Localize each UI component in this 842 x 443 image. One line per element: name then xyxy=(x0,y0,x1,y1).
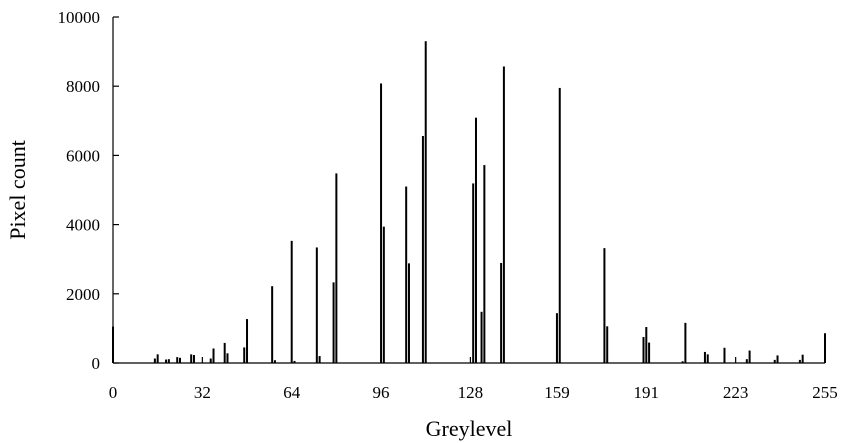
bar-greylevel-41 xyxy=(226,353,229,363)
y-ticks: 0 2000 4000 6000 8000 10000 xyxy=(58,8,119,373)
axes xyxy=(112,17,825,364)
bar-greylevel-111 xyxy=(421,136,424,363)
bar-greylevel-212 xyxy=(703,351,706,363)
bar-greylevel-15 xyxy=(153,358,156,363)
bar-greylevel-132 xyxy=(480,311,483,363)
y-tick-label-2000: 2000 xyxy=(66,285,100,304)
bar-greylevel-255 xyxy=(824,333,826,363)
y-tick-label-6000: 6000 xyxy=(66,146,100,165)
y-tick-label-4000: 4000 xyxy=(66,216,100,235)
bar-greylevel-23 xyxy=(176,357,179,363)
bar-greylevel-177 xyxy=(606,326,609,363)
bar-greylevel-159 xyxy=(555,313,558,363)
bar-greylevel-238 xyxy=(776,355,779,363)
x-tick-label-64: 64 xyxy=(283,383,301,402)
y-tick-label-10000: 10000 xyxy=(58,8,101,27)
bar-greylevel-204 xyxy=(681,361,684,363)
bar-greylevel-205 xyxy=(684,322,687,363)
x-tick-label-191: 191 xyxy=(634,383,660,402)
bar-greylevel-35 xyxy=(209,358,212,363)
bar-greylevel-20 xyxy=(167,359,170,363)
bar-greylevel-237 xyxy=(773,359,776,363)
bar-greylevel-228 xyxy=(748,350,751,363)
y-tick-label-8000: 8000 xyxy=(66,77,100,96)
bar-greylevel-79 xyxy=(332,282,335,363)
bar-greylevel-40 xyxy=(223,342,226,363)
bar-greylevel-105 xyxy=(405,186,408,363)
x-tick-label-159: 159 xyxy=(544,383,570,402)
x-tick-label-223: 223 xyxy=(723,383,749,402)
bar-greylevel-73 xyxy=(315,247,318,363)
bar-greylevel-247 xyxy=(801,354,804,363)
bar-greylevel-139 xyxy=(500,263,503,363)
x-tick-label-128: 128 xyxy=(458,383,484,402)
bar-greylevel-58 xyxy=(273,360,276,363)
x-tick-label-96: 96 xyxy=(373,383,390,402)
bar-greylevel-227 xyxy=(745,359,748,363)
x-tick-label-32: 32 xyxy=(194,383,211,402)
bar-greylevel-64 xyxy=(290,240,293,363)
bar-series xyxy=(112,41,826,364)
bar-greylevel-65 xyxy=(293,360,296,363)
bar-greylevel-246 xyxy=(798,359,801,363)
bar-greylevel-57 xyxy=(271,286,274,363)
bar-greylevel-24 xyxy=(179,357,182,363)
bar-greylevel-74 xyxy=(318,356,321,363)
bar-greylevel-190 xyxy=(642,337,645,363)
x-ticks: 0 32 64 96 128 159 191 223 255 xyxy=(109,357,838,402)
bar-greylevel-96 xyxy=(380,83,383,364)
bar-greylevel-160 xyxy=(558,87,561,364)
bar-greylevel-16 xyxy=(156,354,159,363)
bar-greylevel-19 xyxy=(165,359,168,363)
bar-greylevel-192 xyxy=(648,342,651,363)
bar-greylevel-213 xyxy=(706,354,709,363)
bar-greylevel-36 xyxy=(212,348,215,363)
y-tick-label-0: 0 xyxy=(92,354,101,373)
bar-greylevel-112 xyxy=(424,41,427,363)
bar-greylevel-48 xyxy=(246,319,249,363)
bar-greylevel-140 xyxy=(502,66,505,363)
bar-greylevel-97 xyxy=(382,226,385,363)
y-axis-title: Pixel count xyxy=(5,140,30,240)
bar-greylevel-191 xyxy=(645,327,648,363)
bar-greylevel-106 xyxy=(407,263,410,363)
bar-greylevel-28 xyxy=(190,354,193,363)
bar-greylevel-130 xyxy=(474,117,477,363)
bar-greylevel-219 xyxy=(723,347,726,363)
bar-greylevel-133 xyxy=(483,165,486,363)
bar-greylevel-80 xyxy=(335,173,338,363)
bar-greylevel-129 xyxy=(472,183,475,363)
x-axis-title: Greylevel xyxy=(426,416,513,441)
bar-greylevel-176 xyxy=(603,248,606,363)
x-tick-label-255: 255 xyxy=(812,383,838,402)
bar-greylevel-47 xyxy=(243,347,246,363)
x-tick-label-0: 0 xyxy=(109,383,118,402)
bar-greylevel-29 xyxy=(192,355,195,363)
